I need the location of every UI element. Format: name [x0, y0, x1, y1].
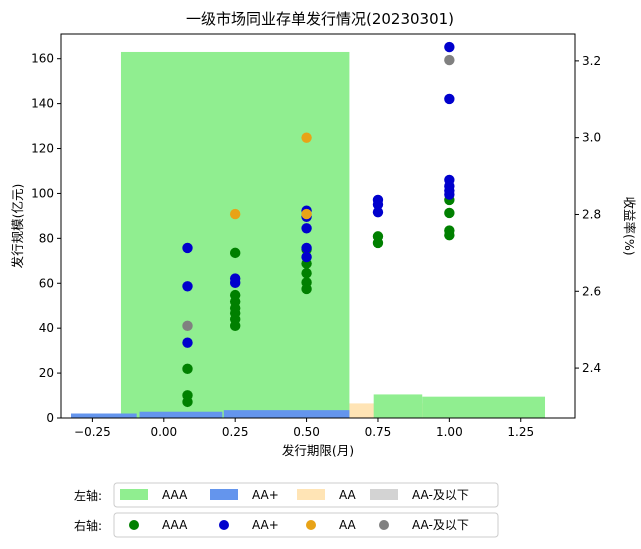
legend-left-label-3: AA-及以下: [412, 488, 469, 502]
point-s1-18: [444, 41, 455, 53]
point-s0-1: [182, 390, 193, 401]
legend-right-title: 右轴:: [74, 518, 102, 533]
x-tick-label-2: 0.25: [222, 425, 249, 439]
y-right-tick-label-4: 3.2: [582, 54, 601, 68]
legend-left: 左轴: AAA AA+ AA AA-及以下: [74, 482, 499, 508]
point-s2-0: [229, 208, 241, 220]
bar-9: [223, 410, 350, 418]
legend-right-marker-1: [219, 520, 229, 530]
bar-5: [373, 394, 423, 418]
legend-right-label-2: AA: [339, 518, 357, 532]
bar-7: [70, 413, 137, 418]
point-s1-0: [182, 337, 193, 348]
x-tick-label-4: 0.75: [365, 425, 392, 439]
legend-right-marker-0: [129, 520, 139, 530]
point-s1-5: [301, 251, 312, 263]
y-axis-right-label: 收益率(%): [622, 196, 637, 255]
bar-4: [120, 51, 350, 419]
x-tick-label-6: 1.25: [507, 425, 534, 439]
legend-right-label-0: AAA: [162, 518, 188, 532]
y-left-tick-label-4: 80: [39, 231, 54, 245]
point-s1-6: [301, 242, 312, 254]
x-axis: −0.25 0.00 0.25 0.50 0.75 1.00 1.25: [74, 418, 534, 439]
point-s0-8: [229, 289, 241, 301]
legend-left-label-2: AA: [339, 488, 357, 502]
y-right-tick-label-2: 2.8: [582, 207, 601, 221]
y-left-tick-label-3: 60: [39, 276, 54, 290]
legend-left-swatch-0: [120, 489, 148, 500]
y-right-tick-label-3: 3.0: [582, 131, 601, 145]
y-left-tick-label-0: 0: [46, 411, 54, 425]
point-s1-17: [444, 93, 455, 105]
y-axis-right: 2.4 2.6 2.8 3.0 3.2: [575, 54, 601, 375]
x-tick-label-1: 0.00: [150, 425, 177, 439]
y-right-tick-label-0: 2.4: [582, 361, 601, 375]
point-s1-4: [229, 273, 241, 284]
y-left-tick-label-7: 140: [31, 97, 54, 111]
legend-right-marker-3: [379, 520, 389, 530]
point-s1-2: [182, 242, 193, 254]
legend-left-label-0: AAA: [162, 488, 188, 502]
point-s3-1: [444, 54, 455, 66]
x-tick-label-3: 0.50: [293, 425, 320, 439]
point-s0-16: [372, 231, 384, 242]
legend-right-label-1: AA+: [252, 518, 279, 532]
bar-8: [139, 411, 223, 418]
legend-right-marker-2: [306, 520, 316, 530]
y-left-tick-label-5: 100: [31, 186, 54, 200]
scatter-layer: [182, 41, 455, 408]
plot-frame: [60, 33, 576, 419]
legend-right: 右轴: AAA AA+ AA AA-及以下: [74, 512, 499, 538]
point-s2-2: [301, 132, 312, 143]
bar-6: [422, 396, 546, 418]
point-s0-2: [182, 363, 193, 375]
legend-left-swatch-2: [297, 489, 325, 500]
point-s3-0: [182, 320, 193, 332]
y-left-tick-label-6: 120: [31, 142, 54, 156]
x-tick-label-5: 1.00: [436, 425, 463, 439]
point-s0-12: [301, 268, 312, 279]
y-right-tick-label-1: 2.6: [582, 284, 601, 298]
y-left-tick-label-8: 160: [31, 52, 54, 66]
point-s1-1: [182, 281, 193, 292]
y-left-tick-label-2: 40: [39, 321, 54, 335]
point-s0-18: [444, 225, 455, 236]
y-axis-left-label: 发行规模(亿元): [10, 184, 25, 269]
point-s1-7: [301, 223, 312, 234]
legend-right-label-3: AA-及以下: [412, 518, 469, 532]
legend-left-swatch-3: [370, 489, 398, 500]
legend-left-swatch-1: [210, 489, 238, 500]
bar-layer: [70, 51, 546, 419]
point-s2-1: [301, 208, 312, 220]
legend-left-label-1: AA+: [252, 488, 279, 502]
y-left-tick-label-1: 20: [39, 366, 54, 380]
legend-left-title: 左轴:: [74, 488, 102, 503]
point-s0-11: [301, 277, 312, 288]
chart-title: 一级市场同业存单发行情况(20230301): [186, 10, 454, 28]
point-s0-19: [444, 207, 455, 219]
y-axis-left: 0 20 40 60 80 100 120 140 160: [31, 52, 61, 425]
x-axis-label: 发行期限(月): [282, 443, 354, 458]
x-tick-label-0: −0.25: [74, 425, 111, 439]
point-s0-9: [229, 247, 241, 259]
point-s1-16: [444, 174, 455, 186]
point-s1-10: [372, 206, 384, 218]
point-s1-12: [372, 194, 384, 206]
